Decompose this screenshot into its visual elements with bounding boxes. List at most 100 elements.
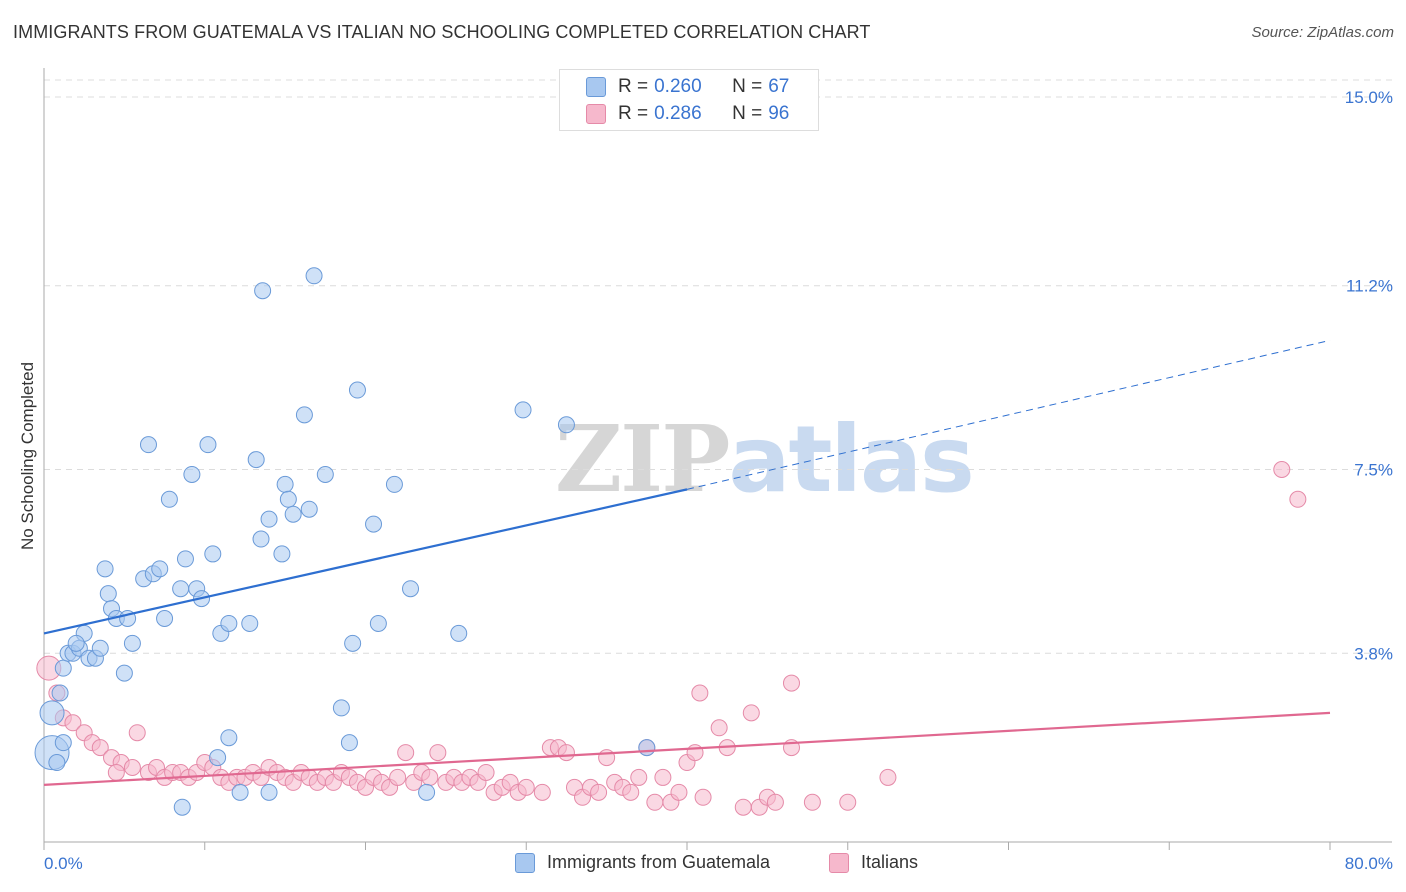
guatemala-point	[260, 783, 278, 801]
italians-point	[590, 783, 608, 801]
legend-r-value: 0.260	[654, 76, 702, 97]
legend-r-value: 0.286	[654, 103, 702, 124]
guatemala-point	[279, 490, 297, 508]
bottom-legend-swatch-italians	[829, 852, 849, 873]
legend-box: R = 0.260 N = 67 R = 0.286 N = 96	[559, 69, 819, 131]
guatemala-point	[172, 580, 190, 598]
italians-point	[766, 793, 784, 811]
legend-row-italians: R = 0.286 N = 96	[586, 102, 789, 126]
italians-point	[803, 793, 821, 811]
guatemala-point	[123, 634, 141, 652]
guatemala-point	[284, 505, 302, 523]
italians-point	[123, 759, 141, 776]
guatemala-point	[344, 634, 362, 652]
italians-point	[686, 744, 704, 762]
guatemala-point	[348, 381, 366, 399]
italians-point	[64, 714, 82, 732]
chart-source: Source: ZipAtlas.com	[1251, 24, 1394, 41]
guatemala-point	[365, 515, 383, 533]
italians-point	[622, 783, 640, 801]
y-tick-label: 11.2%	[1346, 277, 1393, 296]
guatemala-point	[48, 754, 66, 772]
italians-point	[742, 704, 760, 722]
guatemala-point	[139, 436, 157, 454]
bottom-legend: Immigrants from Guatemala Italians	[0, 852, 1406, 876]
guatemala-point	[220, 614, 238, 632]
italians-point	[429, 744, 447, 762]
bottom-legend-label: Immigrants from Guatemala	[547, 852, 771, 872]
guatemala-point	[209, 749, 227, 767]
legend-swatch-italians	[586, 104, 606, 124]
guatemala-point	[160, 490, 178, 508]
legend-row-guatemala: R = 0.260 N = 67	[586, 75, 789, 99]
guatemala-point	[151, 560, 169, 578]
guatemala-point	[273, 545, 291, 563]
italians-point	[879, 768, 897, 786]
italians-point	[1273, 461, 1291, 478]
italians-point	[128, 724, 146, 742]
italians-point	[646, 793, 664, 811]
y-tick-label: 15.0%	[1345, 88, 1393, 107]
guatemala-point	[295, 406, 313, 424]
italians-point	[782, 674, 800, 692]
guatemala-point	[199, 436, 217, 454]
guatemala-trend-extension	[686, 339, 1331, 490]
guatemala-point	[305, 267, 323, 285]
guatemala-point	[204, 545, 222, 563]
guatemala-point	[369, 614, 387, 632]
chart-title: IMMIGRANTS FROM GUATEMALA VS ITALIAN NO …	[13, 22, 871, 42]
bottom-legend-guatemala: Immigrants from Guatemala	[515, 852, 770, 873]
guatemala-point	[220, 729, 238, 747]
guatemala-point	[254, 282, 272, 300]
guatemala-point	[247, 451, 265, 469]
guatemala-point	[638, 739, 656, 757]
guatemala-point	[67, 634, 85, 652]
legend-n-value: 67	[768, 76, 790, 97]
guatemala-point	[156, 610, 174, 627]
guatemala-point	[252, 530, 270, 548]
guatemala-point	[557, 416, 575, 434]
italians-point	[533, 783, 551, 801]
guatemala-point	[183, 465, 201, 483]
italians-point	[397, 744, 415, 762]
italians-point	[710, 719, 728, 737]
italians-point	[734, 798, 752, 816]
italians-point	[670, 783, 688, 801]
guatemala-point	[300, 500, 318, 518]
guatemala-point	[173, 798, 191, 816]
guatemala-point	[231, 783, 249, 801]
legend-n-label: N =	[732, 103, 763, 124]
bottom-legend-swatch-guatemala	[515, 852, 535, 873]
guatemala-point	[99, 585, 117, 603]
legend-r-label: R =	[618, 76, 649, 97]
guatemala-point	[260, 510, 278, 528]
italians-trend-line	[43, 711, 1331, 786]
legend-n-value: 96	[768, 103, 790, 124]
guatemala-point	[54, 659, 72, 677]
guatemala-point	[241, 614, 259, 632]
guatemala-point	[418, 783, 436, 801]
guatemala-point	[115, 664, 133, 682]
guatemala-point	[276, 475, 294, 493]
guatemala-trend-line	[43, 488, 688, 635]
guatemala-point	[332, 699, 350, 717]
guatemala-point	[51, 684, 69, 702]
italians-point	[654, 768, 672, 786]
italians-point	[1289, 490, 1307, 508]
x-tick-label: 0.0%	[44, 854, 83, 873]
guatemala-point	[316, 465, 334, 483]
bottom-legend-italians: Italians	[829, 852, 918, 873]
guatemala-point	[176, 550, 194, 568]
y-axis-label: No Schooling Completed	[18, 361, 37, 551]
italians-point	[107, 763, 125, 781]
legend-r-label: R =	[618, 103, 649, 124]
guatemala-point	[402, 580, 420, 598]
guatemala-point	[39, 700, 65, 726]
legend-n-label: N =	[732, 76, 763, 97]
watermark: ZIPatlas	[555, 405, 975, 513]
italians-point	[839, 793, 857, 811]
italians-point	[517, 778, 535, 796]
italians-point	[694, 788, 712, 806]
legend-swatch-guatemala	[586, 77, 606, 97]
